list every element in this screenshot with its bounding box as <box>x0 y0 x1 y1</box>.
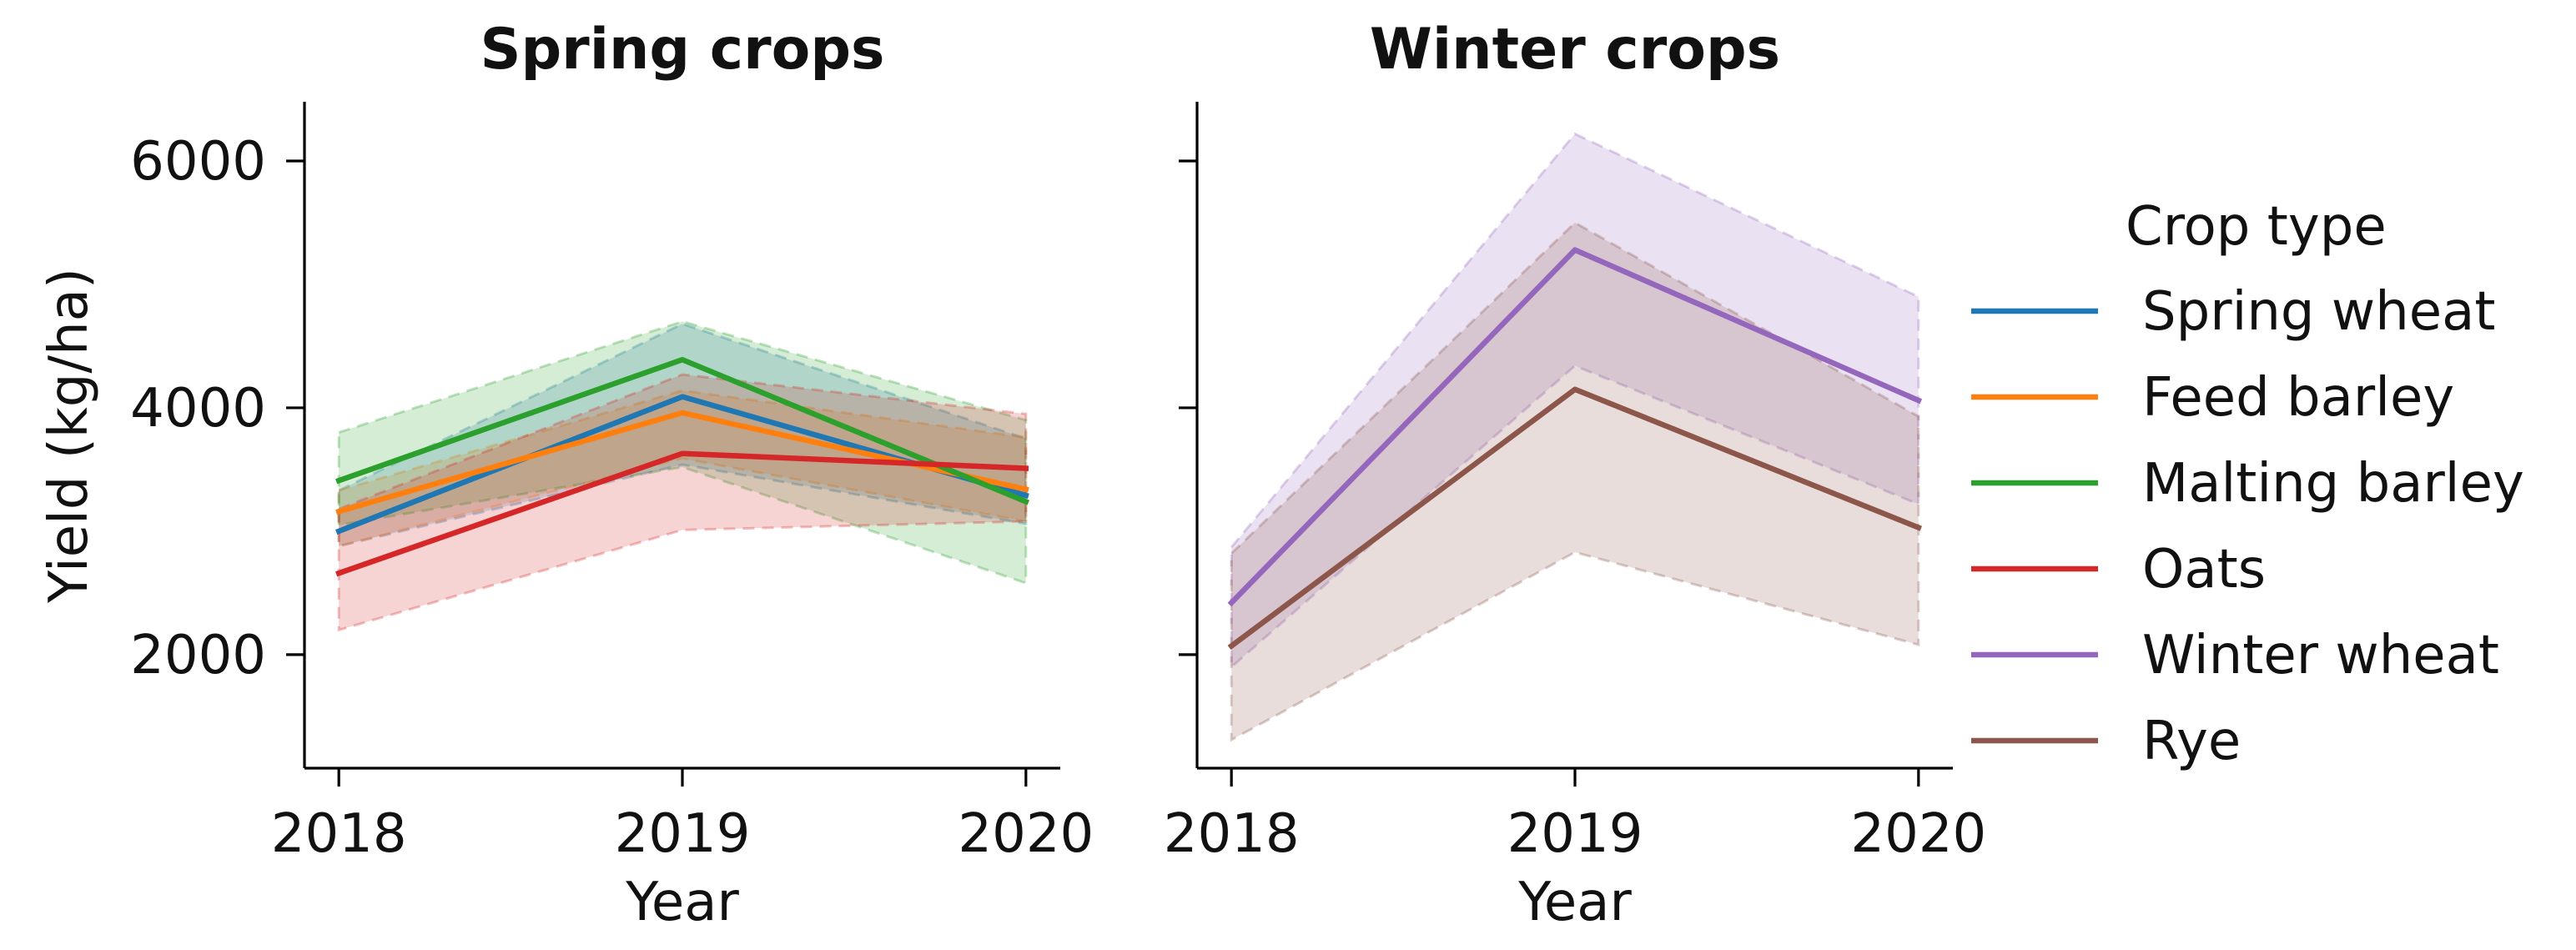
y-tick-label: 4000 <box>130 378 266 440</box>
legend: Crop type Spring wheat Feed barley Malting… <box>1971 196 2524 772</box>
confidence-band <box>337 373 1028 632</box>
x-tick-label: 2019 <box>615 803 751 865</box>
legend-label: Rye <box>2142 711 2241 772</box>
legend-label: Spring wheat <box>2142 281 2495 343</box>
x-axis-title: Year <box>1517 872 1632 933</box>
x-tick-label: 2020 <box>958 803 1094 865</box>
confidence-band <box>1230 132 1920 671</box>
confidence-band <box>337 322 1028 548</box>
panel-spring-crops: Spring crops 2000 4000 6000 2018 2019 2020 Y… <box>38 17 1094 933</box>
panel-title: Winter crops <box>1370 17 1780 83</box>
legend-label: Malting barley <box>2142 453 2524 515</box>
y-tick-label: 6000 <box>130 131 266 193</box>
x-tick-label: 2018 <box>271 803 407 865</box>
series-line <box>1227 386 1923 651</box>
panel-title: Spring crops <box>480 17 885 83</box>
legend-title: Crop type <box>2126 196 2387 258</box>
confidence-band <box>1230 221 1920 742</box>
series-line <box>1227 247 1923 607</box>
x-ticks: 2018 2019 2020 <box>1164 768 1986 865</box>
plot-area <box>335 319 1030 632</box>
legend-label: Feed barley <box>2142 367 2454 429</box>
plot-area <box>1227 132 1923 742</box>
legend-label: Winter wheat <box>2142 625 2499 686</box>
x-tick-label: 2018 <box>1164 803 1300 865</box>
x-tick-label: 2019 <box>1507 803 1643 865</box>
y-ticks: 2000 4000 6000 <box>130 131 304 686</box>
y-axis-title: Yield (kg/ha) <box>38 268 100 604</box>
series-line <box>335 356 1030 505</box>
panel-winter-crops: Winter crops 2018 2019 2020 Year <box>1164 17 1987 933</box>
y-tick-label: 2000 <box>130 625 266 686</box>
series-line <box>335 450 1029 577</box>
x-axis-title: Year <box>625 872 739 933</box>
legend-label: Oats <box>2142 539 2266 601</box>
y-ticks <box>1179 159 1197 656</box>
x-tick-label: 2020 <box>1850 803 1986 865</box>
x-ticks: 2018 2019 2020 <box>271 768 1094 865</box>
